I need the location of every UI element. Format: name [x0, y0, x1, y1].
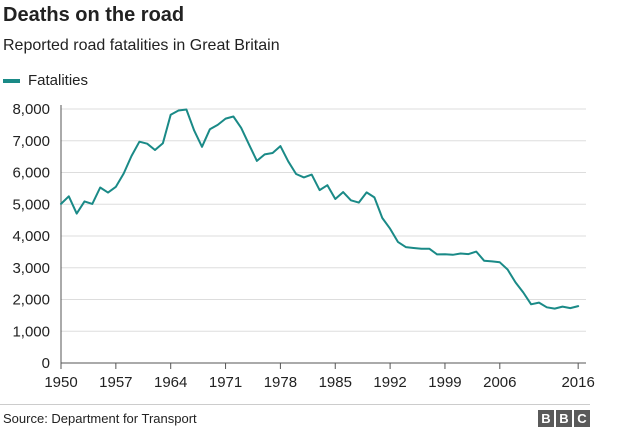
chart-subtitle: Reported road fatalities in Great Britai… [3, 37, 280, 54]
chart-title: Deaths on the road [3, 4, 185, 26]
y-tick-label: 3,000 [12, 260, 50, 277]
x-tick-label: 1950 [44, 374, 77, 391]
series-layer [60, 108, 580, 310]
bbc-logo: B B C [538, 410, 590, 427]
x-tick-label: 1964 [154, 374, 187, 391]
y-tick-label: 8,000 [12, 101, 50, 118]
bbc-logo-block: C [574, 410, 590, 427]
y-tick-label: 0 [42, 355, 50, 372]
x-axis-ticks: 1950 1957 1964 1971 1978 1985 1992 1999 2006 2016 [44, 363, 595, 391]
footer-divider [0, 404, 590, 405]
y-tick-label: 7,000 [12, 133, 50, 150]
legend-swatch [3, 78, 20, 83]
bbc-logo-block: B [538, 410, 554, 427]
line-chart: 0 1,000 2,000 3,000 4,000 5,000 6,000 7,000 8,00… [12, 101, 595, 391]
legend-label: Fatalities [28, 72, 89, 89]
y-tick-label: 2,000 [12, 292, 50, 309]
x-tick-label: 2006 [483, 374, 516, 391]
x-tick-label: 1978 [264, 374, 297, 391]
x-tick-label: 1985 [319, 374, 352, 391]
y-tick-label: 5,000 [12, 196, 50, 213]
bbc-logo-block: B [556, 410, 572, 427]
y-tick-label: 4,000 [12, 228, 50, 245]
grid-lines [60, 105, 586, 364]
x-tick-label: 1971 [209, 374, 242, 391]
y-tick-label: 1,000 [12, 323, 50, 340]
legend: Fatalities [3, 72, 88, 89]
x-tick-label: 1999 [428, 374, 461, 391]
series-line-fatalities [60, 108, 580, 310]
source-note: Source: Department for Transport [3, 411, 197, 426]
x-tick-label: 1957 [99, 374, 132, 391]
x-tick-label: 1992 [373, 374, 406, 391]
x-tick-label: 2016 [561, 374, 594, 391]
y-axis-tick-labels: 0 1,000 2,000 3,000 4,000 5,000 6,000 7,000 8,00… [12, 101, 50, 372]
y-tick-label: 6,000 [12, 165, 50, 182]
